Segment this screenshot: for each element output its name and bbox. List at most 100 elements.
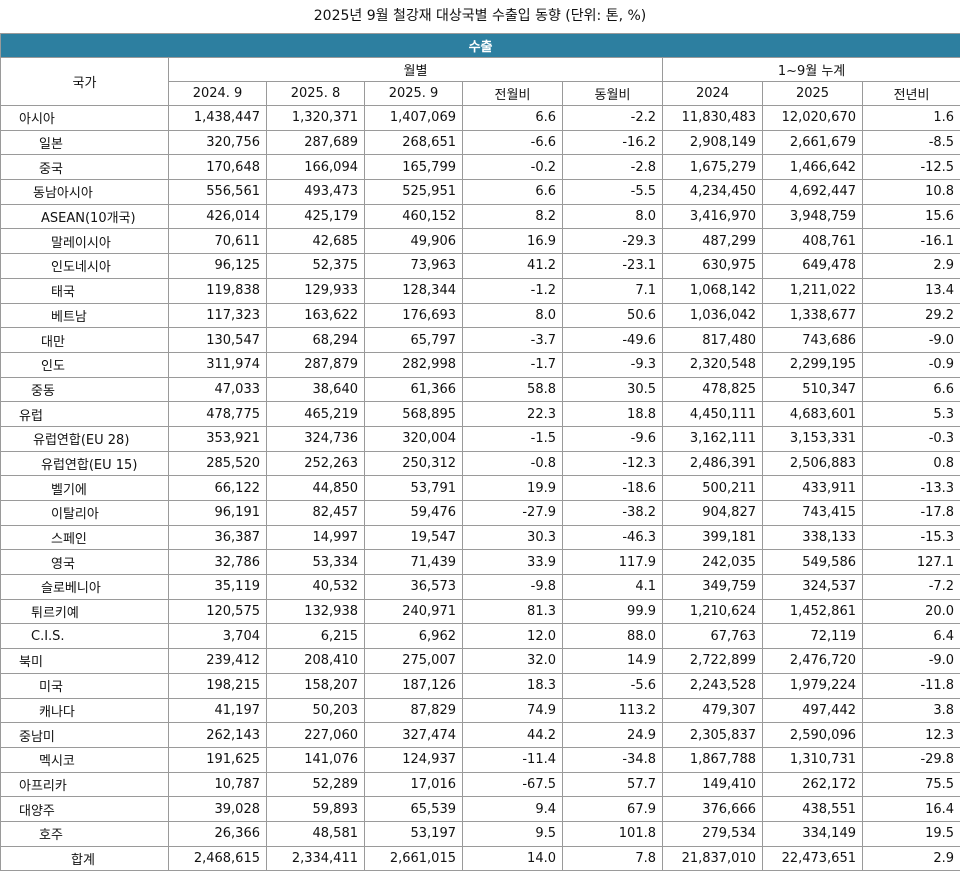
country-cell: 슬로베니아 — [0, 574, 169, 600]
value-cell: 433,911 — [762, 475, 863, 501]
column-header: 2024 — [662, 81, 763, 106]
value-cell: 349,759 — [662, 574, 763, 600]
column-header: 2025. 8 — [266, 81, 365, 106]
value-cell: 170,648 — [168, 154, 267, 181]
value-cell: 132,938 — [266, 598, 365, 625]
value-cell: 88.0 — [562, 623, 663, 650]
value-cell: 327,474 — [364, 722, 463, 748]
value-cell: 500,211 — [662, 475, 763, 501]
value-cell: 65,797 — [364, 327, 463, 353]
value-cell: 59,476 — [364, 500, 463, 526]
country-cell: 영국 — [0, 549, 169, 576]
country-cell: 합계 — [0, 845, 169, 872]
value-cell: 2.9 — [861, 845, 960, 872]
value-cell: 426,014 — [168, 203, 267, 230]
value-cell: 1,338,677 — [762, 302, 863, 329]
value-cell: 15.6 — [861, 203, 960, 230]
value-cell: 53,197 — [364, 820, 463, 847]
value-cell: 285,520 — [168, 450, 267, 477]
country-cell: 말레이시아 — [0, 228, 169, 255]
value-cell: 113.2 — [562, 697, 663, 724]
value-cell: -9.8 — [462, 574, 563, 600]
value-cell: 324,736 — [266, 425, 365, 452]
value-cell: 58.8 — [462, 376, 563, 403]
table-row: 아시아 1,438,447 1,320,371 1,407,069 6.6 -2.2 11,… — [0, 105, 960, 131]
value-cell: 32.0 — [462, 648, 563, 674]
value-cell: 549,586 — [762, 549, 863, 576]
value-cell: 53,334 — [266, 549, 365, 576]
country-cell: 중동 — [0, 376, 169, 403]
value-cell: 479,307 — [662, 697, 763, 724]
value-cell: -9.0 — [861, 327, 960, 353]
value-cell: 3,948,759 — [762, 203, 863, 230]
value-cell: 73,963 — [364, 253, 463, 279]
value-cell: 2,299,195 — [762, 351, 863, 378]
country-cell: 튀르키예 — [0, 598, 169, 625]
value-cell: 39,028 — [168, 796, 267, 822]
group-header: 월별 — [168, 57, 663, 82]
value-cell: 16.4 — [861, 796, 960, 822]
value-cell: -0.2 — [462, 154, 563, 181]
value-cell: 9.5 — [462, 820, 563, 847]
table-row: 벨기에 66,122 44,850 53,791 19.9 -18.6 500,211 433… — [0, 475, 960, 501]
value-cell: 12.0 — [462, 623, 563, 650]
value-cell: 478,775 — [168, 401, 267, 427]
value-cell: -23.1 — [562, 253, 663, 279]
value-cell: 2,334,411 — [266, 845, 365, 872]
value-cell: 99.9 — [562, 598, 663, 625]
value-cell: 128,344 — [364, 277, 463, 304]
country-header: 국가 — [0, 57, 169, 106]
value-cell: 240,971 — [364, 598, 463, 625]
value-cell: 40,532 — [266, 574, 365, 600]
value-cell: -3.7 — [462, 327, 563, 353]
value-cell: 2,305,837 — [662, 722, 763, 748]
country-cell: 동남아시아 — [0, 179, 169, 205]
value-cell: 33.9 — [462, 549, 563, 576]
value-cell: 338,133 — [762, 524, 863, 551]
value-cell: 191,625 — [168, 746, 267, 773]
value-cell: -11.4 — [462, 746, 563, 773]
value-cell: 129,933 — [266, 277, 365, 304]
value-cell: 14.0 — [462, 845, 563, 872]
value-cell: 817,480 — [662, 327, 763, 353]
country-cell: 벨기에 — [0, 475, 169, 501]
value-cell: 26,366 — [168, 820, 267, 847]
value-cell: 9.4 — [462, 796, 563, 822]
table-row: 멕시코 191,625 141,076 124,937 -11.4 -34.8 1,867,… — [0, 746, 960, 773]
value-cell: 399,181 — [662, 524, 763, 551]
column-header: 2025 — [762, 81, 863, 106]
value-cell: 275,007 — [364, 648, 463, 674]
value-cell: 35,119 — [168, 574, 267, 600]
value-cell: -13.3 — [861, 475, 960, 501]
table-row: 중국 170,648 166,094 165,799 -0.2 -2.8 1,675,279… — [0, 154, 960, 181]
value-cell: 96,191 — [168, 500, 267, 526]
column-header: 2025. 9 — [364, 81, 463, 106]
value-cell: 1,438,447 — [168, 105, 267, 131]
value-cell: 4,450,111 — [662, 401, 763, 427]
value-cell: -0.8 — [462, 450, 563, 477]
value-cell: 376,666 — [662, 796, 763, 822]
country-cell: 북미 — [0, 648, 169, 674]
value-cell: 4,692,447 — [762, 179, 863, 205]
value-cell: 408,761 — [762, 228, 863, 255]
country-cell: 일본 — [0, 129, 169, 156]
value-cell: 425,179 — [266, 203, 365, 230]
country-cell: 멕시코 — [0, 746, 169, 773]
value-cell: 117,323 — [168, 302, 267, 329]
value-cell: 1,068,142 — [662, 277, 763, 304]
table-row: 대양주 39,028 59,893 65,539 9.4 67.9 376,666 438,5… — [0, 796, 960, 822]
value-cell: 1,979,224 — [762, 672, 863, 699]
value-cell: 47,033 — [168, 376, 267, 403]
value-cell: 50.6 — [562, 302, 663, 329]
table-row: 인도네시아 96,125 52,375 73,963 41.2 -23.1 630,975 6… — [0, 253, 960, 279]
table-row: 이탈리아 96,191 82,457 59,476 -27.9 -38.2 904,827 7… — [0, 500, 960, 526]
value-cell: 1,036,042 — [662, 302, 763, 329]
value-cell: 187,126 — [364, 672, 463, 699]
value-cell: 487,299 — [662, 228, 763, 255]
value-cell: 262,172 — [762, 771, 863, 798]
value-cell: 20.0 — [861, 598, 960, 625]
value-cell: 7.8 — [562, 845, 663, 872]
value-cell: 57.7 — [562, 771, 663, 798]
value-cell: 1,867,788 — [662, 746, 763, 773]
value-cell: 3,416,970 — [662, 203, 763, 230]
